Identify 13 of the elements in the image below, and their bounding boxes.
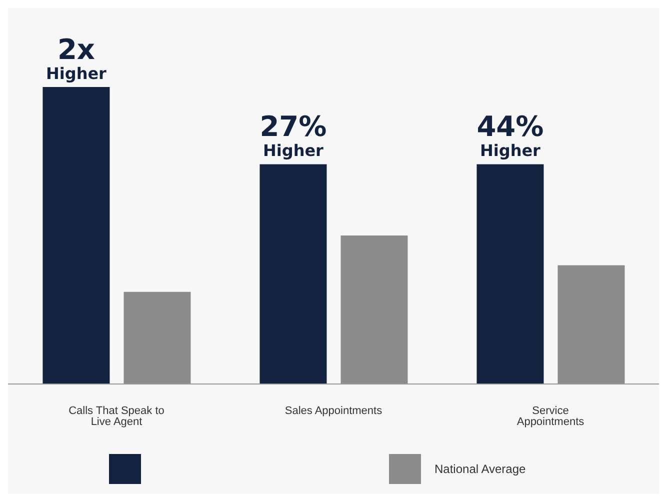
text: 2x Higher <box>46 33 107 83</box>
x-tick-label: Calls That Speak to Live Agent <box>68 404 164 428</box>
bar <box>260 164 327 384</box>
text: National Average <box>434 462 526 476</box>
x-tick-label: Sales Appointments <box>284 404 383 417</box>
annotation: 27% Higher <box>260 110 327 160</box>
annotation: 44% Higher <box>476 110 544 160</box>
bar <box>558 265 625 384</box>
bar <box>124 292 191 384</box>
bar <box>42 87 110 384</box>
bar <box>340 236 408 384</box>
x-tick-label: Service Appointments <box>516 404 585 428</box>
bar <box>476 164 544 384</box>
